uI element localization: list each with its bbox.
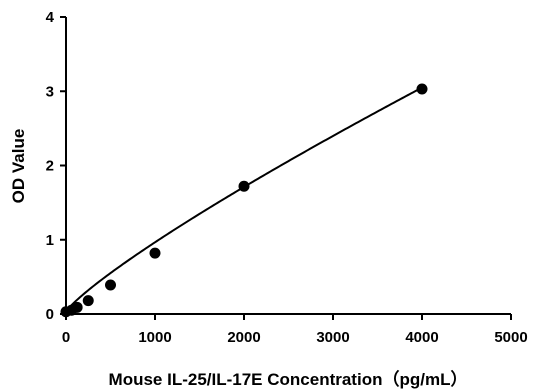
y-axis-title: OD Value xyxy=(9,129,28,204)
data-point-2 xyxy=(71,301,83,313)
data-point-3 xyxy=(82,295,94,307)
x-tick-label-1000: 1000 xyxy=(138,329,171,346)
fit-curve xyxy=(65,86,423,313)
data-points xyxy=(60,83,428,318)
data-point-7 xyxy=(416,83,428,95)
y-axis-ticks: 0 1 2 3 4 xyxy=(46,9,66,323)
y-tick-label-4: 4 xyxy=(46,9,55,26)
x-axis-ticks: 0 1000 2000 3000 4000 5000 xyxy=(62,314,528,346)
data-point-6 xyxy=(238,180,250,192)
x-axis-title: Mouse IL-25/IL-17E Concentration（pg/mL） xyxy=(109,369,468,389)
x-tick-label-0: 0 xyxy=(62,329,70,346)
data-point-4 xyxy=(105,279,116,291)
y-tick-label-1: 1 xyxy=(46,232,54,249)
x-tick-label-2000: 2000 xyxy=(227,329,260,346)
x-tick-label-5000: 5000 xyxy=(494,329,527,346)
y-tick-label-3: 3 xyxy=(46,83,54,100)
y-tick-label-2: 2 xyxy=(46,158,54,175)
y-tick-label-0: 0 xyxy=(46,306,54,323)
data-point-5 xyxy=(149,247,161,259)
x-tick-label-4000: 4000 xyxy=(405,329,438,346)
x-tick-label-3000: 3000 xyxy=(316,329,349,346)
